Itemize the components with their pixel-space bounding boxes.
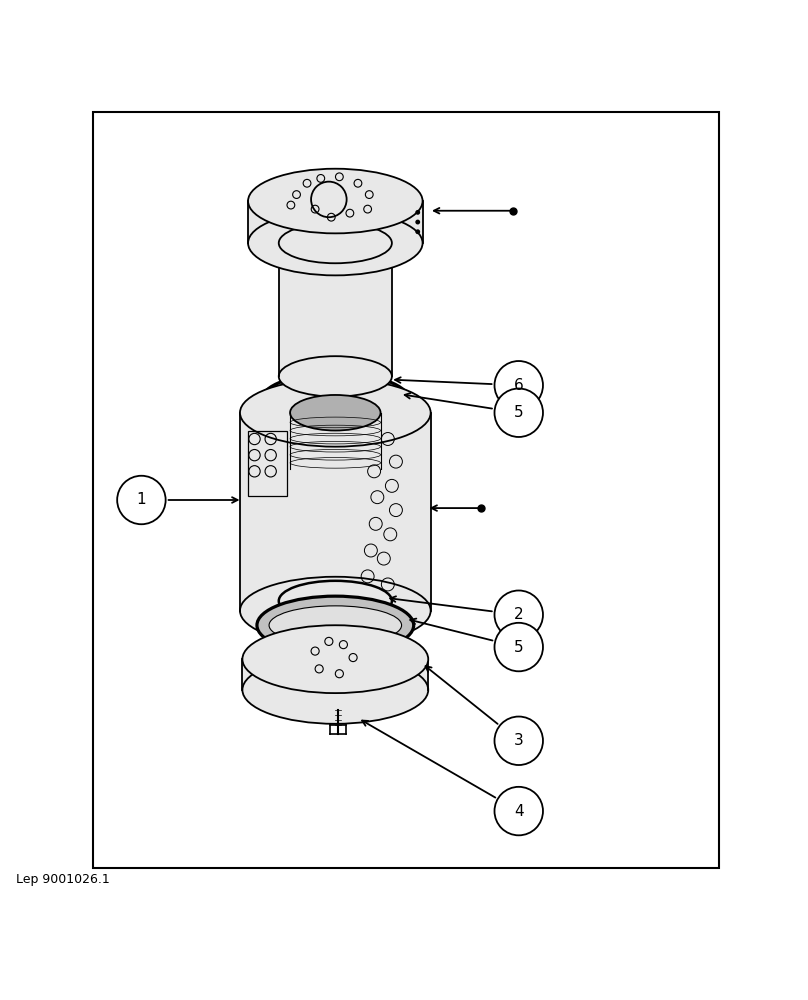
Ellipse shape: [248, 169, 423, 233]
Circle shape: [494, 388, 543, 437]
Ellipse shape: [242, 656, 428, 724]
Polygon shape: [279, 243, 392, 376]
Polygon shape: [248, 201, 423, 243]
Circle shape: [415, 210, 420, 215]
Ellipse shape: [269, 606, 402, 645]
Circle shape: [494, 787, 543, 835]
Ellipse shape: [242, 625, 428, 693]
Circle shape: [494, 717, 543, 765]
Circle shape: [494, 361, 543, 410]
Ellipse shape: [279, 223, 392, 263]
Text: 4: 4: [514, 804, 524, 819]
Text: 5: 5: [514, 640, 524, 655]
Ellipse shape: [257, 596, 414, 654]
Circle shape: [415, 229, 420, 234]
Bar: [248, 431, 287, 496]
Ellipse shape: [261, 373, 410, 428]
Bar: [93, 112, 719, 868]
Ellipse shape: [248, 211, 423, 275]
Text: Lep 9001026.1: Lep 9001026.1: [16, 873, 110, 886]
Ellipse shape: [290, 395, 381, 431]
Ellipse shape: [279, 356, 392, 397]
Text: 6: 6: [514, 378, 524, 393]
Circle shape: [117, 476, 166, 524]
Ellipse shape: [240, 379, 431, 447]
Polygon shape: [242, 659, 428, 690]
Ellipse shape: [272, 381, 398, 420]
Ellipse shape: [240, 577, 431, 645]
Text: 1: 1: [137, 492, 146, 508]
Circle shape: [415, 220, 420, 224]
Text: 5: 5: [514, 405, 524, 420]
Polygon shape: [240, 413, 431, 611]
Text: 3: 3: [514, 733, 524, 748]
Text: 2: 2: [514, 607, 524, 622]
Circle shape: [494, 623, 543, 671]
Circle shape: [494, 590, 543, 639]
